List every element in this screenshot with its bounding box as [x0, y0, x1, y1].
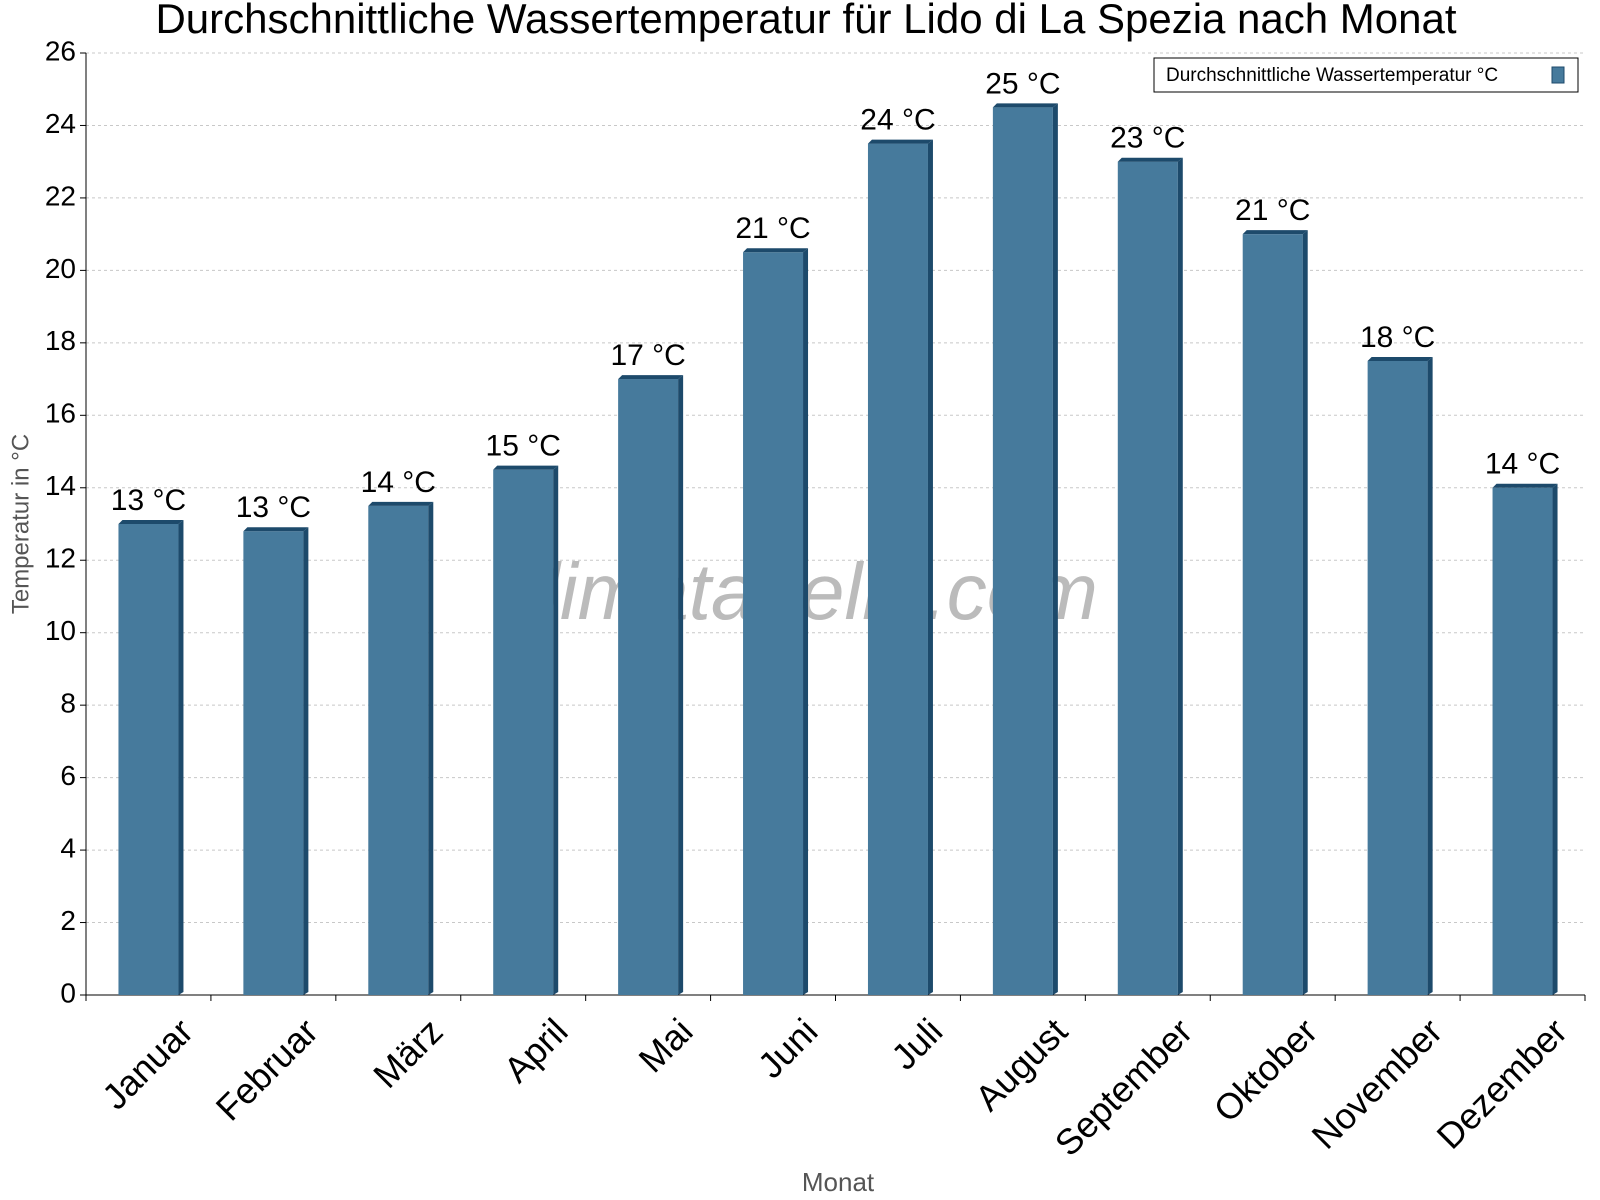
bar	[118, 524, 179, 995]
x-tick-label: November	[1304, 1010, 1450, 1156]
bar-group	[743, 248, 809, 995]
x-tick-label: Dezember	[1429, 1010, 1575, 1156]
bar-group	[493, 465, 559, 996]
bar-side	[1302, 230, 1308, 996]
bar	[867, 143, 928, 996]
y-tick-label: 14	[45, 470, 76, 501]
bar-side	[178, 520, 184, 995]
y-tick-label: 6	[60, 760, 76, 791]
legend-swatch	[1551, 66, 1565, 84]
y-tick-label: 2	[60, 905, 76, 936]
value-label: 15 °C	[486, 430, 561, 463]
bar-side	[927, 139, 933, 996]
y-tick-label: 8	[60, 688, 76, 719]
bar-top	[493, 465, 559, 470]
bar	[1242, 234, 1303, 996]
bar-group	[618, 375, 684, 996]
bar-top	[992, 103, 1058, 108]
x-tick-label: August	[967, 1010, 1075, 1118]
y-tick-label: 16	[45, 398, 76, 429]
x-tick-label: April	[496, 1010, 576, 1090]
x-tick-label: März	[365, 1010, 451, 1096]
bar-side	[803, 248, 809, 995]
y-tick-label: 12	[45, 543, 76, 574]
bar-top	[243, 527, 309, 532]
bar-side	[1427, 356, 1433, 995]
bar-group	[867, 139, 933, 996]
y-tick-label: 0	[60, 977, 76, 1008]
bar-top	[743, 248, 809, 253]
bar-top	[867, 139, 933, 144]
value-label: 21 °C	[735, 212, 810, 245]
value-label: 13 °C	[236, 491, 311, 524]
x-axis-label: Monat	[802, 1167, 875, 1197]
value-label: 17 °C	[610, 339, 685, 372]
legend-label: Durchschnittliche Wassertemperatur °C	[1166, 65, 1498, 86]
bar-side	[553, 465, 559, 996]
y-tick-label: 22	[45, 180, 76, 211]
y-tick-label: 26	[45, 35, 76, 66]
bar	[243, 531, 304, 995]
bar-side	[678, 375, 684, 996]
x-tick-label: Februar	[208, 1010, 326, 1128]
bar-group	[1242, 230, 1308, 996]
bar-side	[1177, 157, 1183, 995]
value-label: 23 °C	[1110, 122, 1185, 155]
bar-side	[1552, 483, 1558, 995]
value-label: 21 °C	[1235, 194, 1310, 227]
bar-group	[1117, 157, 1183, 995]
bar	[1492, 487, 1553, 995]
y-tick-label: 18	[45, 325, 76, 356]
x-tick-label: September	[1047, 1010, 1201, 1164]
bar-top	[1242, 230, 1308, 235]
y-axis-label: Temperatur in °C	[7, 434, 34, 614]
x-tick-label: Januar	[94, 1010, 201, 1117]
bar-group	[992, 103, 1058, 996]
bar-side	[1052, 103, 1058, 996]
bar-group	[1367, 356, 1433, 995]
value-label: 14 °C	[1485, 448, 1560, 481]
y-tick-label: 20	[45, 253, 76, 284]
y-tick-label: 24	[45, 108, 76, 139]
bar-side	[428, 501, 434, 995]
bar	[992, 107, 1053, 996]
bar-top	[1492, 483, 1558, 488]
legend-box	[1153, 57, 1579, 93]
bar-side	[303, 527, 309, 995]
bar	[493, 469, 554, 996]
x-tick-label: Juli	[883, 1010, 950, 1077]
chart-title: Durchschnittliche Wassertemperatur für L…	[155, 0, 1456, 42]
bar	[1117, 161, 1178, 995]
bar	[1367, 360, 1428, 995]
value-label: 24 °C	[860, 103, 935, 136]
value-label: 14 °C	[361, 466, 436, 499]
value-label: 13 °C	[111, 484, 186, 517]
value-label: 25 °C	[985, 67, 1060, 100]
x-tick-label: Juni	[750, 1010, 826, 1086]
y-tick-label: 4	[60, 832, 76, 863]
bar	[368, 505, 429, 995]
bar-top	[618, 375, 684, 380]
bar	[618, 379, 679, 996]
x-tick-label: Mai	[630, 1010, 700, 1080]
bar-group	[1492, 483, 1558, 995]
bar-top	[1367, 356, 1433, 361]
bar-top	[368, 501, 434, 506]
bar-group	[243, 527, 309, 995]
bar-top	[118, 520, 184, 524]
bar-group	[368, 501, 434, 995]
y-tick-label: 10	[45, 615, 76, 646]
value-label: 18 °C	[1360, 321, 1435, 354]
bar	[743, 252, 804, 995]
x-tick-label: Oktober	[1206, 1010, 1326, 1130]
bar-top	[1117, 157, 1183, 162]
bar-group	[118, 520, 184, 995]
